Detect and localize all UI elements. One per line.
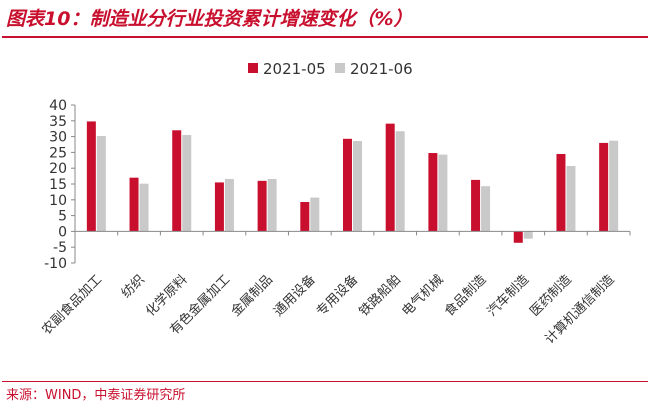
bar-2021-06-汽车制造 [523, 231, 533, 239]
x-axis: 农副食品加工 纺织化学原料有色金属加工金属制品通用设备专用设备铁路船舶电气机械食品… [39, 230, 631, 347]
bar-2021-06-计算机通信制造 [609, 140, 619, 232]
y-tick-label: 30 [49, 130, 67, 146]
bar-2021-06-电气机械 [438, 154, 448, 232]
legend: 2021-05 2021-06 [248, 60, 413, 78]
bar-2021-05-医药制造 [556, 153, 566, 232]
x-category-label: 通用设备 [271, 272, 319, 320]
bar-2021-05-食品制造 [471, 179, 481, 232]
bar-2021-06-医药制造 [566, 165, 576, 232]
bar-2021-06-农副食品加工 [96, 135, 106, 232]
bar-2021-06-食品制造 [481, 186, 491, 232]
bar-2021-05-有色金属加工 [214, 182, 224, 232]
bar-2021-05-化学原料 [172, 130, 182, 232]
x-category-label: 农副食品加工 [39, 272, 105, 338]
bar-2021-05-通用设备 [300, 202, 310, 232]
legend-label-2021-06: 2021-06 [350, 60, 413, 78]
y-tick-label: 25 [49, 145, 67, 161]
bars [86, 121, 619, 243]
x-category-label: 纺织 [119, 272, 148, 301]
y-tick-label: 15 [49, 177, 67, 193]
source-note: 来源：WIND，中泰证券研究所 [6, 388, 186, 403]
bar-2021-06-纺织 [139, 183, 149, 232]
y-tick-label: 0 [58, 224, 67, 240]
x-category-label: 电气机械 [399, 272, 447, 320]
bar-2021-05-纺织 [129, 177, 139, 232]
y-tick-label: -5 [53, 240, 67, 256]
footer-divider [2, 381, 648, 382]
y-tick-label: 40 [49, 98, 67, 114]
y-tick-label: 5 [58, 209, 67, 225]
bar-2021-05-汽车制造 [513, 231, 523, 243]
y-tick-label: 20 [49, 161, 67, 177]
legend-swatch-2021-06 [335, 63, 345, 73]
x-category-label: 铁路船舶 [356, 272, 404, 320]
x-category-label: 食品制造 [441, 272, 489, 320]
bar-2021-05-专用设备 [343, 138, 352, 232]
bar-2021-06-有色金属加工 [224, 178, 234, 232]
x-category-label: 汽车制造 [484, 272, 532, 320]
bar-2021-06-化学原料 [182, 135, 192, 232]
title-divider [2, 36, 648, 38]
chart-title: 图表10：制造业分行业投资累计增速变化（%） [6, 8, 413, 30]
y-tick-label: 10 [49, 193, 67, 209]
legend-label-2021-05: 2021-05 [263, 60, 326, 78]
bar-2021-06-专用设备 [353, 141, 362, 232]
bar-2021-05-计算机通信制造 [599, 142, 609, 232]
x-category-label: 专用设备 [313, 272, 361, 320]
legend-swatch-2021-05 [248, 63, 258, 73]
bar-2021-06-金属制品 [267, 178, 277, 232]
bar-2021-06-铁路船舶 [395, 131, 405, 232]
bar-2021-06-通用设备 [310, 197, 320, 232]
bar-2021-05-电气机械 [428, 153, 438, 232]
y-tick-label: 35 [49, 114, 67, 130]
bar-2021-05-金属制品 [257, 180, 267, 232]
y-tick-label: -10 [44, 256, 67, 272]
bar-2021-05-铁路船舶 [385, 123, 395, 232]
bar-2021-05-农副食品加工 [86, 121, 96, 232]
x-category-label: 金属制品 [228, 272, 276, 320]
